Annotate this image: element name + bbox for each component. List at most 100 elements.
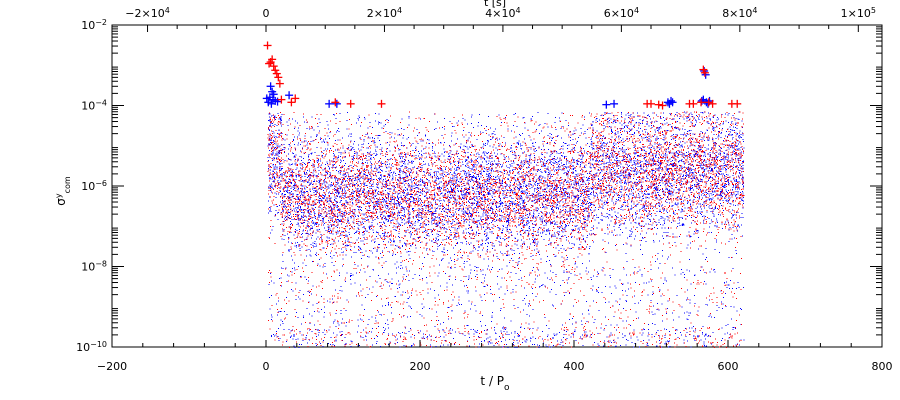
blue-point	[528, 305, 530, 307]
blue-point	[418, 214, 420, 216]
blue-point	[611, 341, 613, 343]
blue-point	[691, 115, 693, 117]
blue-point	[297, 222, 299, 224]
blue-point	[302, 236, 304, 238]
blue-point	[409, 200, 411, 202]
blue-point	[482, 170, 484, 172]
blue-point	[717, 156, 719, 158]
blue-point	[524, 174, 526, 176]
blue-point	[663, 174, 665, 176]
blue-point	[582, 189, 584, 191]
blue-point	[468, 173, 470, 175]
blue-point	[430, 228, 432, 230]
blue-point	[328, 329, 330, 331]
blue-point	[428, 181, 430, 183]
blue-point	[329, 237, 331, 239]
blue-point	[501, 202, 503, 204]
blue-point	[528, 185, 530, 187]
blue-point	[647, 328, 649, 330]
blue-point	[576, 200, 578, 202]
blue-point	[691, 327, 693, 329]
blue-point	[586, 188, 588, 190]
blue-point	[725, 281, 727, 283]
blue-point	[670, 161, 672, 163]
blue-point	[305, 172, 307, 174]
blue-point	[560, 186, 562, 188]
blue-point	[368, 226, 370, 228]
blue-point	[604, 302, 606, 304]
blue-point	[619, 196, 621, 198]
blue-point	[304, 192, 306, 194]
blue-point	[309, 291, 311, 293]
blue-point	[565, 330, 567, 332]
blue-point	[660, 223, 662, 225]
blue-point	[499, 205, 501, 207]
blue-point	[472, 171, 474, 173]
blue-point	[291, 219, 293, 221]
blue-point	[615, 174, 617, 176]
blue-point	[587, 196, 589, 198]
blue-point	[535, 164, 537, 166]
blue-point	[532, 193, 534, 195]
blue-point	[572, 162, 574, 164]
blue-point	[560, 128, 562, 130]
blue-point	[304, 175, 306, 177]
blue-point	[620, 223, 622, 225]
blue-point	[630, 115, 632, 117]
blue-point	[464, 172, 466, 174]
blue-point	[393, 186, 395, 188]
blue-point	[520, 234, 522, 236]
blue-point	[442, 174, 444, 176]
blue-point	[620, 208, 622, 210]
blue-point	[366, 197, 368, 199]
blue-point	[450, 177, 452, 179]
blue-point	[369, 122, 371, 124]
blue-point	[437, 246, 439, 248]
blue-point	[525, 214, 527, 216]
blue-point	[423, 174, 425, 176]
blue-point	[581, 178, 583, 180]
blue-point	[734, 130, 736, 132]
blue-point	[439, 202, 441, 204]
blue-point	[687, 153, 689, 155]
blue-point	[705, 160, 707, 162]
blue-point	[304, 200, 306, 202]
blue-point	[739, 182, 741, 184]
blue-point	[595, 172, 597, 174]
blue-point	[483, 151, 485, 153]
blue-point	[727, 134, 729, 136]
blue-point	[443, 247, 445, 249]
blue-point	[312, 165, 314, 167]
blue-point	[491, 247, 493, 249]
blue-point	[283, 193, 285, 195]
blue-point	[725, 189, 727, 191]
blue-point	[559, 285, 561, 287]
blue-point	[498, 162, 500, 164]
blue-point	[614, 144, 616, 146]
blue-point	[567, 134, 569, 136]
blue-point	[577, 141, 579, 143]
blue-point	[662, 139, 664, 141]
blue-point	[453, 168, 455, 170]
blue-point	[549, 291, 551, 293]
blue-point	[731, 120, 733, 122]
blue-point	[383, 176, 385, 178]
blue-point	[735, 344, 737, 346]
blue-point	[483, 167, 485, 169]
blue-point	[470, 303, 472, 305]
blue-point	[376, 336, 378, 338]
blue-point	[412, 277, 414, 279]
blue-point	[602, 155, 604, 157]
blue-point	[718, 134, 720, 136]
blue-point	[481, 198, 483, 200]
blue-point	[396, 178, 398, 180]
blue-point	[492, 245, 494, 247]
blue-point	[414, 166, 415, 168]
blue-point	[713, 317, 715, 319]
blue-point	[324, 334, 326, 336]
blue-point	[653, 192, 655, 194]
blue-point	[702, 215, 704, 217]
blue-point	[564, 228, 566, 230]
blue-point	[384, 279, 386, 281]
blue-point	[475, 176, 477, 178]
